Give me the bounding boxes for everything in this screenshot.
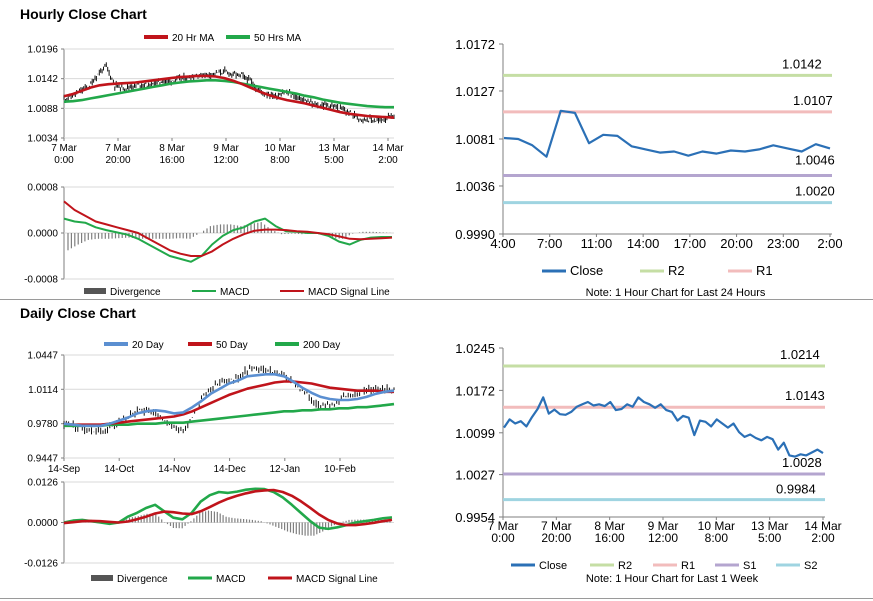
x-tick-label: 2:00 <box>811 531 835 545</box>
x-tick-label: 5:00 <box>758 531 782 545</box>
x-tick-label: 2:00 <box>817 236 842 251</box>
macd-signal-line <box>64 201 392 256</box>
x-tick-label: 12-Jan <box>270 464 301 475</box>
x-tick-label: 12:00 <box>213 155 238 166</box>
legend-label: Close <box>570 263 603 278</box>
legend-label: 20 Hr MA <box>172 33 215 44</box>
y-tick-label: 1.0036 <box>455 179 495 194</box>
y-tick-label: 0.9990 <box>455 227 495 242</box>
x-tick-label: 4:00 <box>490 236 515 251</box>
x-tick-label: 0:00 <box>54 155 74 166</box>
x-tick-label: 11:00 <box>581 236 613 251</box>
x-tick-label: 14-Oct <box>104 464 134 475</box>
chart-note: Note: 1 Hour Chart for Last 24 Hours <box>586 287 766 299</box>
y-tick-label: 1.0447 <box>27 351 58 362</box>
legend-swatch <box>84 288 106 294</box>
legend-label: Close <box>539 560 567 572</box>
y-tick-label: -0.0008 <box>24 275 58 286</box>
y-tick-label: 1.0172 <box>455 37 495 52</box>
x-tick-label: 9 Mar <box>213 143 239 154</box>
y-tick-label: 0.0000 <box>27 229 58 240</box>
x-tick-label: 20:00 <box>105 155 130 166</box>
legend-label: S1 <box>743 560 756 572</box>
daily-price-chart: 20 Day 50 Day 200 Day 1.0447 1.0114 0.9780 0.9… <box>27 340 394 475</box>
x-tick-label: 12:00 <box>648 531 678 545</box>
x-tick-label: 8:00 <box>705 531 729 545</box>
x-tick-label: 2:00 <box>378 155 398 166</box>
legend-label: MACD Signal Line <box>296 574 378 585</box>
legend-label: 50 Hrs MA <box>254 33 302 44</box>
x-tick-label: 7:00 <box>537 236 562 251</box>
hourly-macd-chart: 0.0008 0.0000 -0.0008 Divergence MACD MACD Si… <box>24 183 394 299</box>
legend-swatch <box>91 575 113 581</box>
x-tick-label: 8:00 <box>270 155 290 166</box>
macd-line <box>64 219 392 262</box>
x-tick-label: 8 Mar <box>159 143 185 154</box>
legend-label: 20 Day <box>132 340 164 351</box>
level-label-r1: 1.0143 <box>785 388 825 403</box>
x-tick-label: 14-Nov <box>158 464 190 475</box>
y-tick-label: 0.9780 <box>27 419 58 430</box>
legend-label: R2 <box>618 560 632 572</box>
x-tick-label: 0:00 <box>491 531 515 545</box>
legend-label: R1 <box>681 560 695 572</box>
legend-label: 200 Day <box>303 340 340 351</box>
chart-note: Note: 1 Hour Chart for Last 1 Week <box>586 573 759 585</box>
legend-label: Divergence <box>110 287 161 298</box>
x-tick-label: 16:00 <box>595 531 625 545</box>
x-tick-label: 14-Sep <box>48 464 81 475</box>
x-tick-label: 20:00 <box>720 236 753 251</box>
x-tick-label: 10 Mar <box>264 143 296 154</box>
hourly-price-chart: 20 Hr MA 50 Hrs MA 1.0196 1.0142 1.0088 1.003… <box>27 33 404 166</box>
y-tick-label: -0.0126 <box>24 559 58 570</box>
legend-label: R2 <box>668 263 685 278</box>
level-label-r2: 1.0142 <box>782 56 822 71</box>
level-label-s1: 1.0046 <box>795 153 835 168</box>
hourly-24h-chart: 1.0172 1.0127 1.0081 1.0036 0.9990 1.0142 1.01… <box>455 37 842 299</box>
y-tick-label: 1.0172 <box>455 383 495 398</box>
legend-label: MACD Signal Line <box>308 287 390 298</box>
legend-label: MACD <box>220 287 249 298</box>
close-line <box>504 111 830 157</box>
x-tick-label: 10-Feb <box>324 464 356 475</box>
level-label-r2: 1.0214 <box>780 347 820 362</box>
level-label-s2: 0.9984 <box>776 482 816 497</box>
legend-label: Divergence <box>117 574 168 585</box>
x-tick-label: 7 Mar <box>105 143 131 154</box>
y-tick-label: 1.0114 <box>28 385 58 396</box>
x-tick-label: 14:00 <box>627 236 660 251</box>
macd-signal-line <box>64 490 392 525</box>
y-tick-label: 1.0127 <box>455 84 495 99</box>
y-tick-label: 0.9447 <box>27 454 58 465</box>
x-tick-label: 23:00 <box>767 236 800 251</box>
legend-label: S2 <box>804 560 817 572</box>
x-tick-label: 17:00 <box>674 236 707 251</box>
y-tick-label: 1.0245 <box>455 341 495 356</box>
x-tick-label: 16:00 <box>159 155 184 166</box>
x-tick-label: 5:00 <box>324 155 344 166</box>
x-tick-label: 13 Mar <box>318 143 350 154</box>
y-tick-label: 1.0099 <box>455 426 495 441</box>
y-tick-label: 0.0000 <box>27 518 58 529</box>
level-label-r1: 1.0107 <box>793 93 833 108</box>
y-tick-label: 1.0088 <box>27 104 58 115</box>
y-tick-label: 1.0027 <box>455 468 495 483</box>
x-tick-label: 7 Mar <box>51 143 77 154</box>
y-tick-label: 0.0126 <box>27 478 58 489</box>
daily-week-chart: 1.02451.01721.00991.00270.99541.02141.01… <box>455 341 841 585</box>
level-label-s2: 1.0020 <box>795 184 835 199</box>
x-tick-label: 14-Dec <box>213 464 245 475</box>
y-tick-label: 1.0196 <box>27 45 58 56</box>
y-tick-label: 1.0142 <box>27 74 58 85</box>
y-tick-label: 0.0008 <box>27 183 58 194</box>
x-tick-label: 20:00 <box>541 531 571 545</box>
x-tick-label: 14 Mar <box>372 143 404 154</box>
charts-canvas: 20 Hr MA 50 Hrs MA 1.0196 1.0142 1.0088 1.003… <box>0 0 873 601</box>
legend-label: MACD <box>216 574 245 585</box>
level-label-s1: 1.0028 <box>782 455 822 470</box>
y-tick-label: 1.0081 <box>455 132 495 147</box>
legend-label: 50 Day <box>216 340 248 351</box>
legend-label: R1 <box>756 263 773 278</box>
daily-macd-chart: 0.0126 0.0000 -0.0126 Divergence MACD MACD Si… <box>24 478 394 586</box>
